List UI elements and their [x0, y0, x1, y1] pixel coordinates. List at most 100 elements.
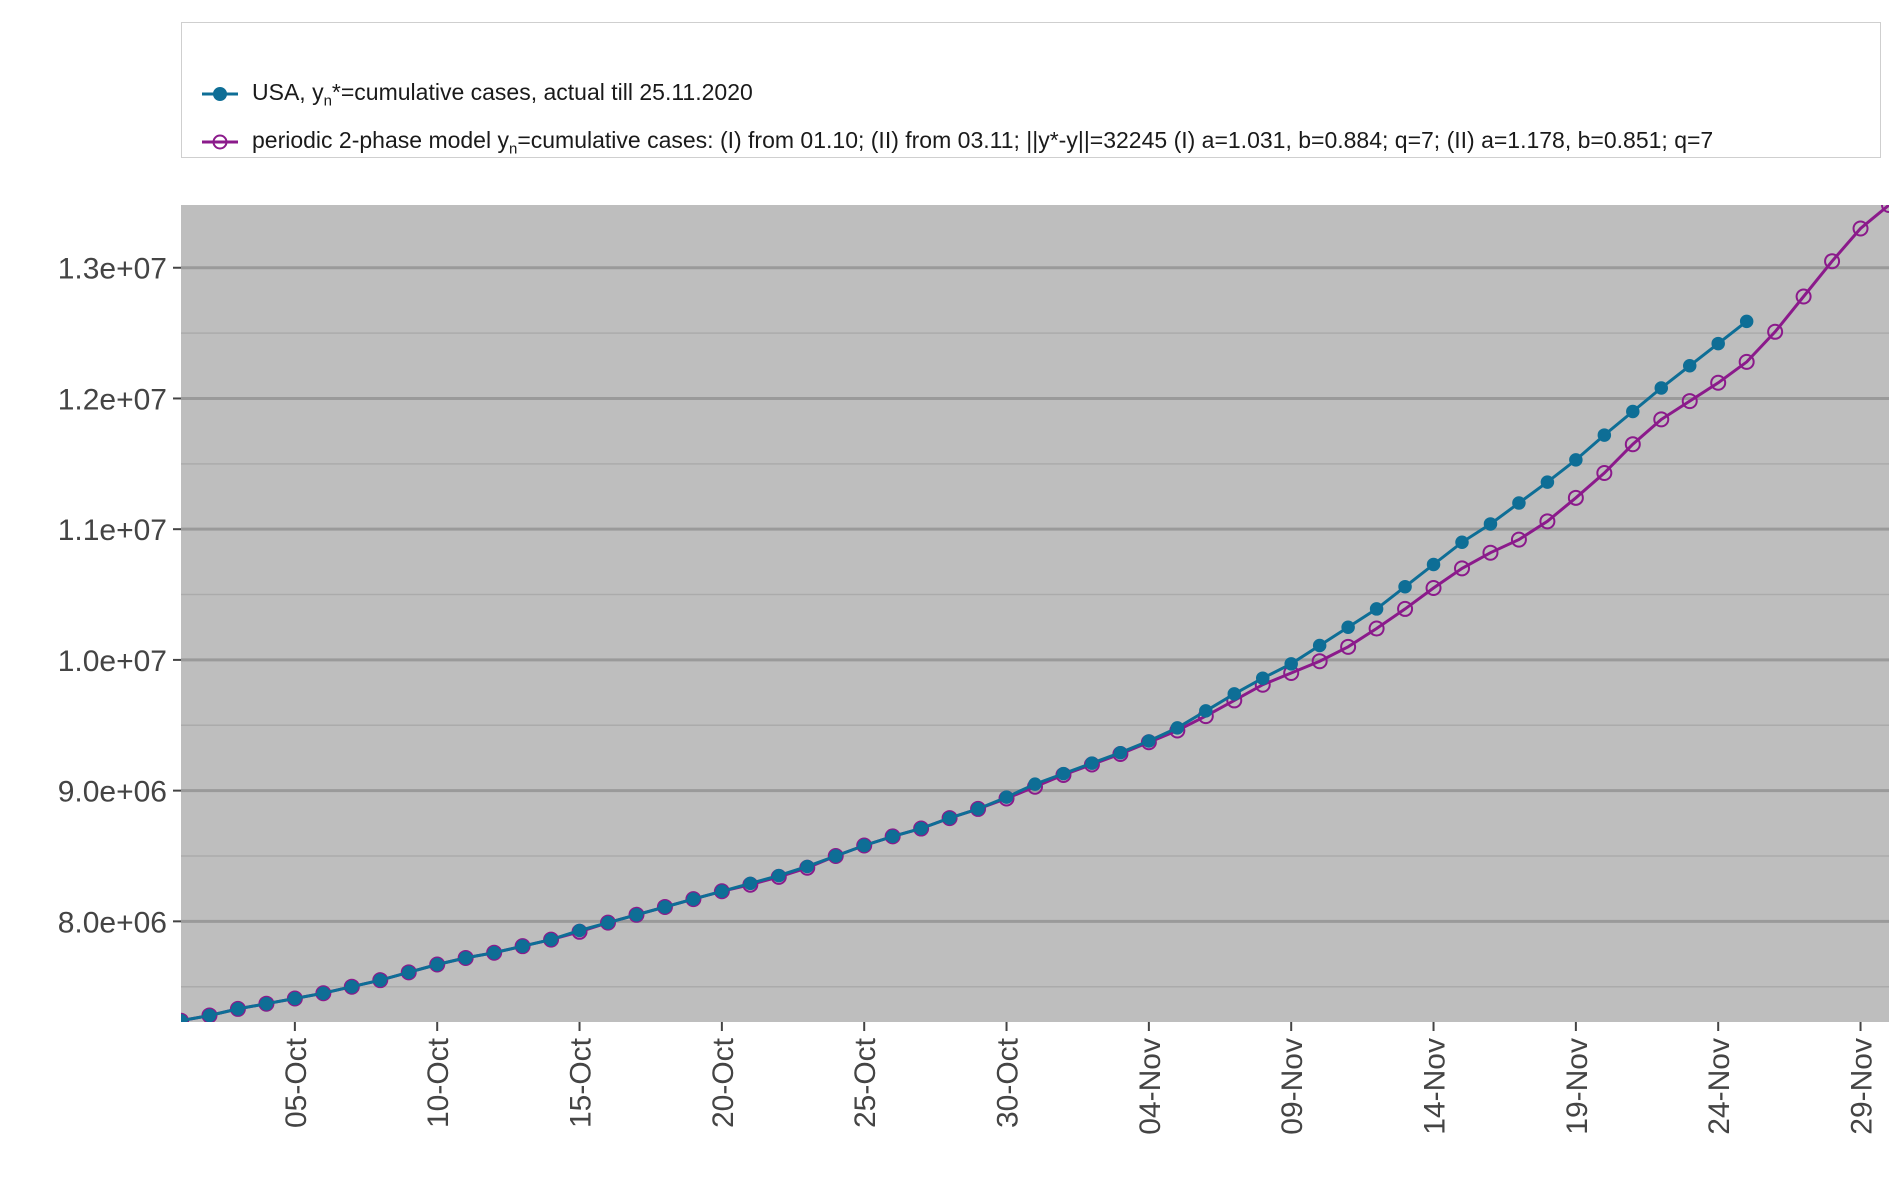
series-layer [181, 205, 1889, 1022]
actual-point [458, 951, 473, 965]
model-point [514, 938, 531, 955]
model-point [600, 914, 616, 931]
actual-point [259, 996, 274, 1011]
actual-point [1312, 638, 1327, 653]
model-point [1454, 560, 1470, 577]
model-point [1681, 393, 1698, 410]
model-point [1767, 323, 1784, 340]
actual-point [288, 991, 302, 1006]
legend-label-actual: USA, yn*=cumulative cases, actual till 2… [252, 78, 753, 110]
x-tick-label: 10-Oct [422, 1037, 455, 1128]
actual-point [515, 939, 530, 953]
actual-point [1455, 535, 1469, 550]
actual-point [345, 979, 359, 994]
x-tick-label: 14-Nov [1419, 1038, 1452, 1135]
actual-point [1113, 745, 1128, 760]
actual-point [1341, 620, 1355, 634]
model-point [1596, 464, 1613, 481]
minor-gridlines [181, 332, 1889, 988]
actual-point [487, 945, 501, 960]
model-point [656, 898, 673, 915]
actual-point [544, 932, 558, 947]
actual-point [181, 1013, 188, 1022]
model-point [1653, 411, 1670, 428]
legend-entry-model: periodic 2-phase model yn=cumulative cas… [200, 127, 1713, 157]
x-tick-label: 15-Oct [565, 1037, 598, 1128]
model-point [1795, 288, 1812, 305]
model-point [1482, 544, 1499, 561]
x-tick-label: 29-Nov [1846, 1038, 1879, 1135]
y-tick-label: 9.0e+06 [58, 776, 167, 809]
actual-point [1569, 453, 1583, 467]
model-point [1824, 253, 1841, 270]
actual-point [1056, 766, 1071, 781]
actual-point [1170, 721, 1185, 735]
plot-panel [181, 205, 1889, 1022]
actual-point [1626, 404, 1640, 419]
actual-point [942, 811, 957, 825]
y-tick-label: 8.0e+06 [58, 906, 167, 939]
legend-entry-actual: USA, yn*=cumulative cases, actual till 2… [200, 79, 753, 109]
actual-point [1028, 777, 1042, 791]
actual-point [401, 965, 416, 980]
actual-point [772, 868, 786, 883]
actual-point [1654, 381, 1669, 395]
model-point [628, 906, 645, 923]
model-point [884, 828, 901, 845]
model-point [343, 978, 360, 995]
x-tick-label: 09-Nov [1276, 1038, 1309, 1135]
y-tick-label: 1.1e+07 [58, 514, 167, 547]
actual-point [857, 838, 871, 853]
actual-point [999, 790, 1014, 804]
actual-point [601, 915, 615, 930]
actual-point [828, 849, 843, 863]
actual-point [1398, 579, 1412, 594]
actual-point [572, 923, 587, 938]
actual-point [1255, 671, 1270, 685]
y-axis: 8.0e+06 9.0e+06 1.0e+07 1.1e+07 1.2e+07 1.3e+… [58, 253, 181, 939]
model-point [1738, 353, 1755, 370]
actual-point [629, 908, 644, 922]
actual-point [373, 973, 388, 987]
model-point [827, 847, 844, 864]
x-axis: 05-Oct 10-Oct 15-Oct 20-Oct 25-Oct 30-Oct 04-N… [280, 1022, 1879, 1135]
model-point [913, 820, 930, 837]
actual-point [1711, 336, 1725, 351]
actual-point [316, 986, 331, 1000]
major-gridlines [181, 266, 1889, 923]
model-point [1425, 580, 1442, 597]
x-tick-label: 19-Nov [1561, 1038, 1594, 1135]
actual-point [914, 821, 928, 836]
actual-point [743, 876, 758, 891]
x-tick-label: 20-Oct [707, 1037, 740, 1128]
x-tick-label: 25-Oct [849, 1037, 882, 1128]
actual-point [1682, 359, 1697, 373]
model-point [1852, 220, 1869, 237]
legend-key-actual [202, 87, 238, 101]
actual-point [1284, 657, 1298, 671]
actual-point [1142, 734, 1156, 748]
legend-label-model: periodic 2-phase model yn=cumulative cas… [252, 126, 1714, 158]
model-point [1567, 489, 1584, 506]
actual-point [715, 884, 729, 899]
legend-key-model [202, 134, 238, 150]
model-point [713, 883, 730, 900]
model-point [685, 891, 702, 908]
model-point [429, 956, 446, 973]
actual-point [231, 1002, 245, 1016]
model-point [856, 837, 873, 854]
y-tick-label: 1.2e+07 [58, 383, 167, 416]
model-point [1368, 620, 1385, 637]
actual-point [1483, 517, 1498, 531]
model-point [543, 931, 560, 948]
actual-point [1540, 475, 1555, 489]
actual-point [1227, 687, 1242, 701]
model-point [1510, 531, 1527, 548]
model-point [1624, 436, 1641, 453]
actual-point [885, 829, 900, 844]
actual-point [1597, 428, 1612, 442]
model-point [941, 810, 958, 827]
actual-point [971, 802, 985, 816]
model-point [1311, 653, 1328, 670]
